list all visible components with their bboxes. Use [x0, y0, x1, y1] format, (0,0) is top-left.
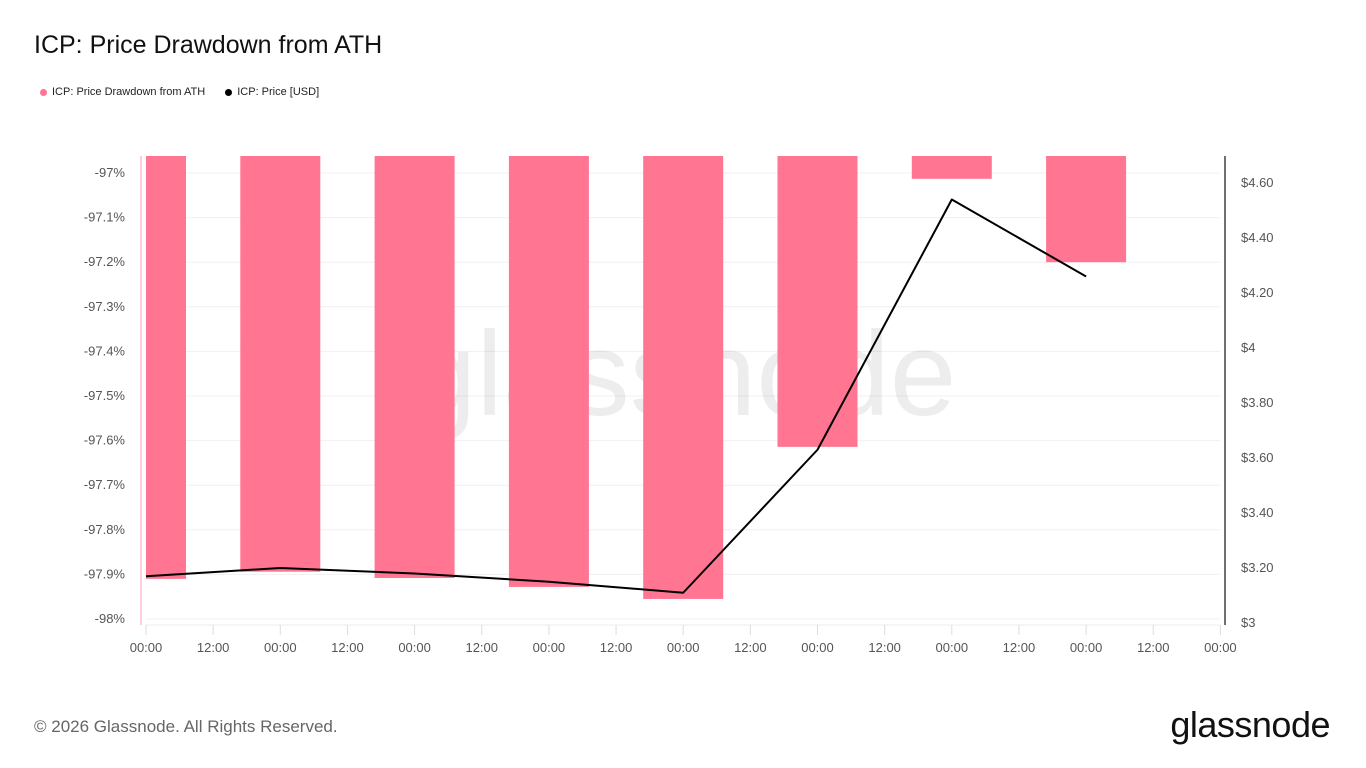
legend-item-price[interactable]: ICP: Price [USD] — [225, 86, 319, 98]
drawdown-bar — [146, 156, 186, 579]
y-right-tick-label: $4.40 — [1241, 230, 1274, 245]
y-left-tick-label: -97.2% — [84, 254, 126, 269]
x-tick-label: 00:00 — [264, 640, 297, 655]
x-tick-label: 00:00 — [667, 640, 700, 655]
drawdown-bar — [240, 156, 321, 572]
x-tick-label: 12:00 — [600, 640, 633, 655]
x-tick-label: 00:00 — [1070, 640, 1103, 655]
drawdown-bar — [1046, 156, 1127, 263]
x-tick-label: 12:00 — [465, 640, 498, 655]
y-left-tick-label: -97.1% — [84, 210, 126, 225]
price-line — [145, 198, 1087, 594]
x-tick-label: 00:00 — [1204, 640, 1237, 655]
y-right-tick-label: $4.60 — [1241, 175, 1274, 190]
legend-label: ICP: Price Drawdown from ATH — [52, 86, 206, 98]
y-right-tick-label: $3.80 — [1241, 395, 1274, 410]
y-left-tick-label: -97.5% — [84, 388, 126, 403]
y-left-tick-label: -97.9% — [84, 566, 126, 581]
x-tick-label: 12:00 — [1137, 640, 1170, 655]
y-left-tick-label: -97.6% — [84, 433, 126, 448]
x-tick-label: 12:00 — [868, 640, 901, 655]
x-tick-label: 00:00 — [801, 640, 834, 655]
x-tick-label: 12:00 — [197, 640, 230, 655]
y-left-tick-label: -97.8% — [84, 522, 126, 537]
legend-dot-icon — [225, 88, 233, 96]
chart-title: ICP: Price Drawdown from ATH — [34, 31, 383, 59]
x-tick-label: 12:00 — [331, 640, 364, 655]
legend-item-drawdown[interactable]: ICP: Price Drawdown from ATH — [40, 86, 205, 98]
x-tick-label: 12:00 — [734, 640, 767, 655]
legend-dot-icon — [40, 88, 47, 96]
y-right-tick-label: $4 — [1241, 340, 1255, 355]
y-left-tick-label: -97% — [95, 165, 126, 180]
y-left-tick-label: -98% — [95, 611, 126, 626]
x-tick-label: 12:00 — [1003, 640, 1036, 655]
legend: ICP: Price Drawdown from ATH ICP: Price … — [40, 86, 319, 98]
y-right-tick-label: $3 — [1241, 615, 1255, 630]
drawdown-bar — [777, 156, 858, 447]
x-tick-label: 00:00 — [533, 640, 566, 655]
y-right-tick-label: $3.60 — [1241, 450, 1274, 465]
y-left-tick-label: -97.3% — [84, 299, 126, 314]
drawdown-bar — [508, 156, 589, 587]
glassnode-logo: glassnode — [1170, 704, 1330, 745]
drawdown-bar — [911, 156, 992, 179]
copyright: © 2026 Glassnode. All Rights Reserved. — [34, 717, 338, 736]
drawdown-bar — [643, 156, 724, 599]
drawdown-bar — [374, 156, 455, 578]
y-right-tick-label: $4.20 — [1241, 285, 1274, 300]
x-tick-label: 00:00 — [398, 640, 431, 655]
y-right-tick-label: $3.20 — [1241, 560, 1274, 575]
y-left-tick-label: -97.7% — [84, 477, 126, 492]
y-left-tick-label: -97.4% — [84, 343, 126, 358]
legend-label: ICP: Price [USD] — [237, 86, 320, 98]
x-tick-label: 00:00 — [936, 640, 969, 655]
y-right-tick-label: $3.40 — [1241, 505, 1274, 520]
x-tick-label: 00:00 — [130, 640, 163, 655]
